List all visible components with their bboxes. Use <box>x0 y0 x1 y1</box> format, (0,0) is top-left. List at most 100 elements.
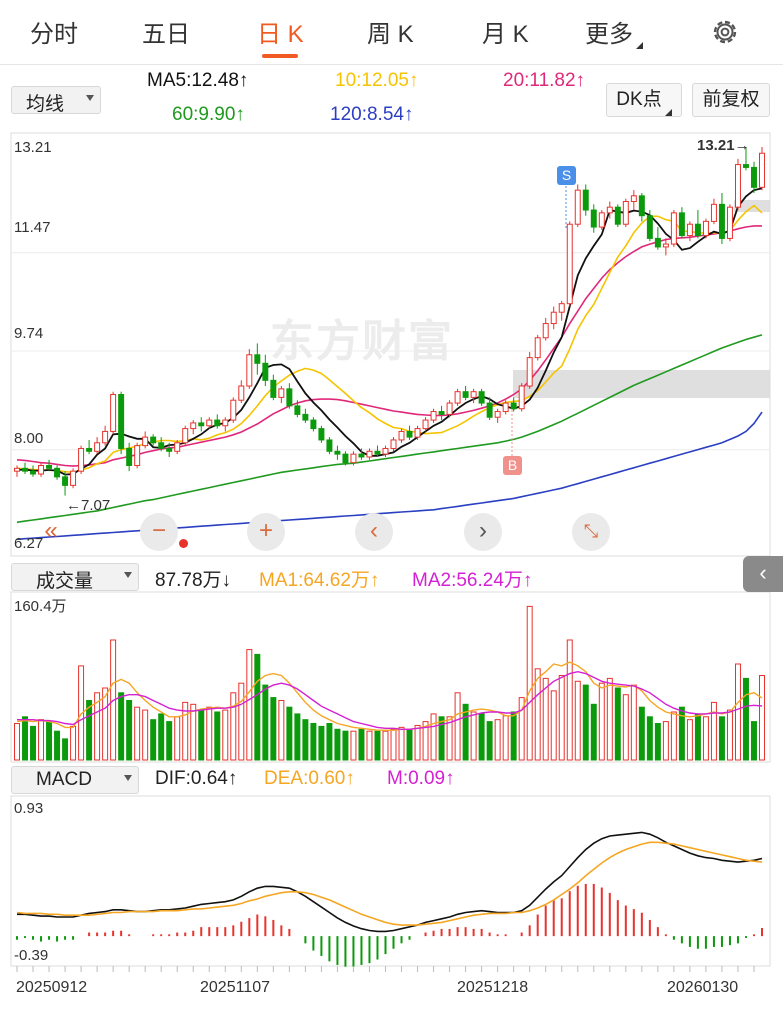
volume-bar <box>366 730 373 761</box>
volume-selector[interactable]: 成交量 <box>11 563 139 592</box>
candle-body <box>454 391 461 404</box>
candle-body <box>206 419 213 427</box>
macd-selector[interactable]: MACD <box>11 766 139 794</box>
price-axis-label-max: 13.21 <box>14 139 52 156</box>
candle-body <box>110 394 117 432</box>
watermark: 东方财富 <box>270 317 454 366</box>
volume-bar <box>358 728 365 761</box>
volume-bar <box>430 713 437 761</box>
volume-selector-label: 成交量 <box>36 571 94 592</box>
volume-bar <box>406 728 413 761</box>
candle-body <box>222 419 229 427</box>
volume-bar <box>46 721 53 761</box>
volume-bar <box>382 730 389 761</box>
tab-monthly-k[interactable]: 月 K <box>482 21 529 48</box>
volume-bar <box>751 721 757 761</box>
dk-point-label: DK点 <box>616 89 662 110</box>
dk-point-button[interactable]: DK点 <box>606 83 682 117</box>
candle-body <box>398 430 405 441</box>
candle-body <box>742 164 749 168</box>
volume-bar <box>646 716 653 761</box>
volume-axis-max: 160.4万 <box>14 598 67 615</box>
volume-bar <box>142 709 149 761</box>
tab-more[interactable]: 更多 <box>585 14 643 49</box>
candle-body <box>759 152 765 188</box>
fullscreen-icon[interactable]: ⤡ <box>572 513 610 551</box>
candle-body <box>558 303 565 313</box>
low-price-value: 7.07 <box>81 497 111 514</box>
volume-bar <box>582 684 589 761</box>
ma5-label: MA5:12.48↑ <box>147 70 249 91</box>
candle-body <box>254 354 261 364</box>
volume-bar <box>398 726 405 761</box>
zoom-in-button[interactable]: + <box>247 513 285 551</box>
candle-body <box>94 442 101 452</box>
candle-body <box>478 391 485 404</box>
adjust-button[interactable]: 前复权 <box>692 83 770 117</box>
volume-bar <box>454 692 461 761</box>
volume-bar <box>94 692 101 761</box>
price-axis-label-min: 6.27 <box>14 535 44 552</box>
candle-body <box>318 428 325 441</box>
scroll-right-button[interactable]: › <box>464 513 502 551</box>
candle-body <box>494 411 501 418</box>
ma20-label: 20:11.82↑ <box>503 70 586 91</box>
volume-bar <box>102 687 109 761</box>
tab-daily-k[interactable]: 日 K <box>257 21 304 48</box>
ma-line-ma10 <box>16 204 763 474</box>
volume-bar <box>478 713 485 761</box>
macd-axis-max: 0.93 <box>14 800 44 817</box>
candle-body <box>62 476 69 486</box>
candle-body <box>14 467 20 472</box>
candle-body <box>662 243 669 248</box>
candle-body <box>702 220 709 237</box>
candle-body <box>598 212 605 228</box>
volume-bar <box>678 706 685 761</box>
buy-signal-badge[interactable]: B <box>503 456 522 475</box>
volume-bar <box>270 697 277 761</box>
candle-body <box>542 323 549 339</box>
chevron-down-icon <box>124 775 132 781</box>
candle-body <box>350 453 357 464</box>
ma-selector[interactable]: 均线 <box>11 86 101 115</box>
volume-bar <box>254 653 261 761</box>
dropdown-corner-icon <box>664 109 672 116</box>
chevron-down-icon <box>124 572 132 578</box>
double-left-arrow-icon[interactable]: « <box>44 517 58 544</box>
volume-bar <box>526 605 533 761</box>
volume-bar <box>374 730 381 761</box>
volume-bar <box>278 699 285 761</box>
chevron-left-icon[interactable]: ‹ <box>743 556 783 592</box>
candle-body <box>710 203 717 222</box>
tab-weekly-k[interactable]: 周 K <box>367 21 414 48</box>
tab-five-day[interactable]: 五日 <box>142 21 190 48</box>
volume-bar <box>230 692 237 761</box>
volume-bar <box>238 682 245 761</box>
gear-icon[interactable] <box>709 16 741 48</box>
zoom-out-button[interactable]: − <box>140 513 178 551</box>
sell-signal-badge[interactable]: S <box>557 166 576 185</box>
volume-bar <box>62 738 69 761</box>
volume-bar <box>590 703 597 761</box>
volume-bar <box>118 692 125 761</box>
volume-bar <box>502 715 509 761</box>
candle-body <box>246 354 253 387</box>
candle-body <box>22 467 28 472</box>
ma-line-ma60 <box>16 334 763 524</box>
volume-bar <box>550 690 557 761</box>
volume-bar <box>206 706 213 761</box>
candle-body <box>574 189 581 225</box>
volume-bar <box>198 709 205 761</box>
volume-bar <box>606 677 613 761</box>
macd-line-dea <box>16 841 763 926</box>
candle-body <box>694 223 701 237</box>
candle-body <box>406 430 413 438</box>
candle-body <box>230 399 237 421</box>
scroll-left-button[interactable]: ‹ <box>355 513 393 551</box>
candle-body <box>30 470 37 475</box>
candle-body <box>718 203 725 239</box>
candle-body <box>286 388 293 407</box>
macd-dea: DEA:0.60↑ <box>264 768 355 789</box>
tab-intraday[interactable]: 分时 <box>30 21 78 48</box>
